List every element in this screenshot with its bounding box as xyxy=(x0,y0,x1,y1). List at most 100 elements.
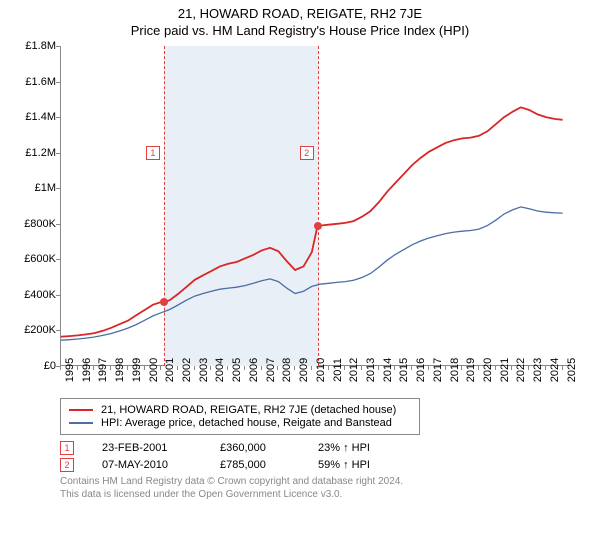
xtick-line xyxy=(511,366,512,370)
xtick-line xyxy=(261,366,262,370)
ytick-label: £800K xyxy=(24,218,56,230)
legend-swatch-property xyxy=(69,409,93,411)
sale-dot-2 xyxy=(314,222,322,230)
xtick-line xyxy=(495,366,496,370)
xtick-label: 2012 xyxy=(348,358,360,382)
chart-title: 21, HOWARD ROAD, REIGATE, RH2 7JE xyxy=(10,6,590,21)
series-line-hpi xyxy=(61,207,563,340)
ytick-line xyxy=(56,82,60,83)
xtick-label: 2024 xyxy=(549,358,561,382)
xtick-label: 2011 xyxy=(332,358,344,382)
ytick-line xyxy=(56,153,60,154)
xtick-label: 1996 xyxy=(81,358,93,382)
sales-row-1: 1 23-FEB-2001 £360,000 23% ↑ HPI xyxy=(60,441,590,455)
xtick-line xyxy=(378,366,379,370)
footer: Contains HM Land Registry data © Crown c… xyxy=(60,475,590,501)
ytick-line xyxy=(56,295,60,296)
xtick-line xyxy=(394,366,395,370)
xtick-line xyxy=(562,366,563,370)
xtick-line xyxy=(144,366,145,370)
xtick-line xyxy=(428,366,429,370)
xtick-line xyxy=(311,366,312,370)
plot-region: 1 2 xyxy=(60,46,570,366)
legend-swatch-hpi xyxy=(69,422,93,424)
xtick-label: 2021 xyxy=(499,358,511,382)
legend: 21, HOWARD ROAD, REIGATE, RH2 7JE (detac… xyxy=(60,398,420,435)
ytick-line xyxy=(56,259,60,260)
xtick-line xyxy=(60,366,61,370)
xtick-label: 2013 xyxy=(365,358,377,382)
xtick-line xyxy=(210,366,211,370)
legend-label-hpi: HPI: Average price, detached house, Reig… xyxy=(101,417,392,429)
sale-date-2: 07-MAY-2010 xyxy=(102,459,192,471)
ytick-label: £1.2M xyxy=(25,147,56,159)
xtick-label: 2008 xyxy=(281,358,293,382)
xtick-label: 2002 xyxy=(181,358,193,382)
xtick-line xyxy=(344,366,345,370)
xtick-line xyxy=(445,366,446,370)
sale-pct-1: 23% ↑ HPI xyxy=(318,442,398,454)
xtick-line xyxy=(478,366,479,370)
sales-table: 1 23-FEB-2001 £360,000 23% ↑ HPI 2 07-MA… xyxy=(60,441,590,472)
sale-marker-box-1: 1 xyxy=(146,146,160,160)
xtick-label: 1998 xyxy=(114,358,126,382)
xtick-label: 2017 xyxy=(432,358,444,382)
legend-label-property: 21, HOWARD ROAD, REIGATE, RH2 7JE (detac… xyxy=(101,404,396,416)
xtick-line xyxy=(461,366,462,370)
ytick-line xyxy=(56,188,60,189)
ytick-label: £600K xyxy=(24,253,56,265)
xtick-line xyxy=(294,366,295,370)
xtick-line xyxy=(361,366,362,370)
ytick-label: £1.8M xyxy=(25,40,56,52)
legend-row-property: 21, HOWARD ROAD, REIGATE, RH2 7JE (detac… xyxy=(69,404,411,416)
footer-line-2: This data is licensed under the Open Gov… xyxy=(60,488,590,501)
xtick-line xyxy=(160,366,161,370)
xtick-label: 2004 xyxy=(214,358,226,382)
xtick-label: 1999 xyxy=(131,358,143,382)
sale-price-2: £785,000 xyxy=(220,459,290,471)
xtick-line xyxy=(244,366,245,370)
series-line-property xyxy=(61,107,563,336)
xtick-line xyxy=(177,366,178,370)
xtick-label: 2020 xyxy=(482,358,494,382)
footer-line-1: Contains HM Land Registry data © Crown c… xyxy=(60,475,590,488)
xtick-line xyxy=(277,366,278,370)
xtick-label: 2023 xyxy=(532,358,544,382)
sale-pct-2: 59% ↑ HPI xyxy=(318,459,398,471)
ytick-line xyxy=(56,224,60,225)
ytick-label: £0 xyxy=(44,360,56,372)
xtick-label: 2019 xyxy=(465,358,477,382)
xtick-label: 2025 xyxy=(566,358,578,382)
sale-marker-box-2: 2 xyxy=(300,146,314,160)
xtick-label: 2006 xyxy=(248,358,260,382)
xtick-line xyxy=(528,366,529,370)
ytick-label: £200K xyxy=(24,324,56,336)
xtick-line xyxy=(77,366,78,370)
sales-marker-2: 2 xyxy=(60,458,74,472)
ytick-line xyxy=(56,117,60,118)
xtick-label: 2005 xyxy=(231,358,243,382)
xtick-line xyxy=(411,366,412,370)
ytick-line xyxy=(56,330,60,331)
ytick-line xyxy=(56,46,60,47)
xtick-label: 1995 xyxy=(64,358,76,382)
xtick-label: 2018 xyxy=(449,358,461,382)
xtick-label: 2003 xyxy=(198,358,210,382)
legend-row-hpi: HPI: Average price, detached house, Reig… xyxy=(69,417,411,429)
sales-row-2: 2 07-MAY-2010 £785,000 59% ↑ HPI xyxy=(60,458,590,472)
ytick-label: £400K xyxy=(24,289,56,301)
xtick-label: 2000 xyxy=(148,358,160,382)
sale-price-1: £360,000 xyxy=(220,442,290,454)
xtick-label: 2007 xyxy=(265,358,277,382)
ytick-label: £1M xyxy=(35,182,56,194)
xtick-label: 2014 xyxy=(382,358,394,382)
xtick-line xyxy=(194,366,195,370)
sale-date-1: 23-FEB-2001 xyxy=(102,442,192,454)
xtick-label: 2016 xyxy=(415,358,427,382)
xtick-label: 1997 xyxy=(97,358,109,382)
sales-marker-1: 1 xyxy=(60,441,74,455)
xtick-line xyxy=(328,366,329,370)
ytick-label: £1.6M xyxy=(25,76,56,88)
xtick-line xyxy=(127,366,128,370)
chart-subtitle: Price paid vs. HM Land Registry's House … xyxy=(10,23,590,38)
